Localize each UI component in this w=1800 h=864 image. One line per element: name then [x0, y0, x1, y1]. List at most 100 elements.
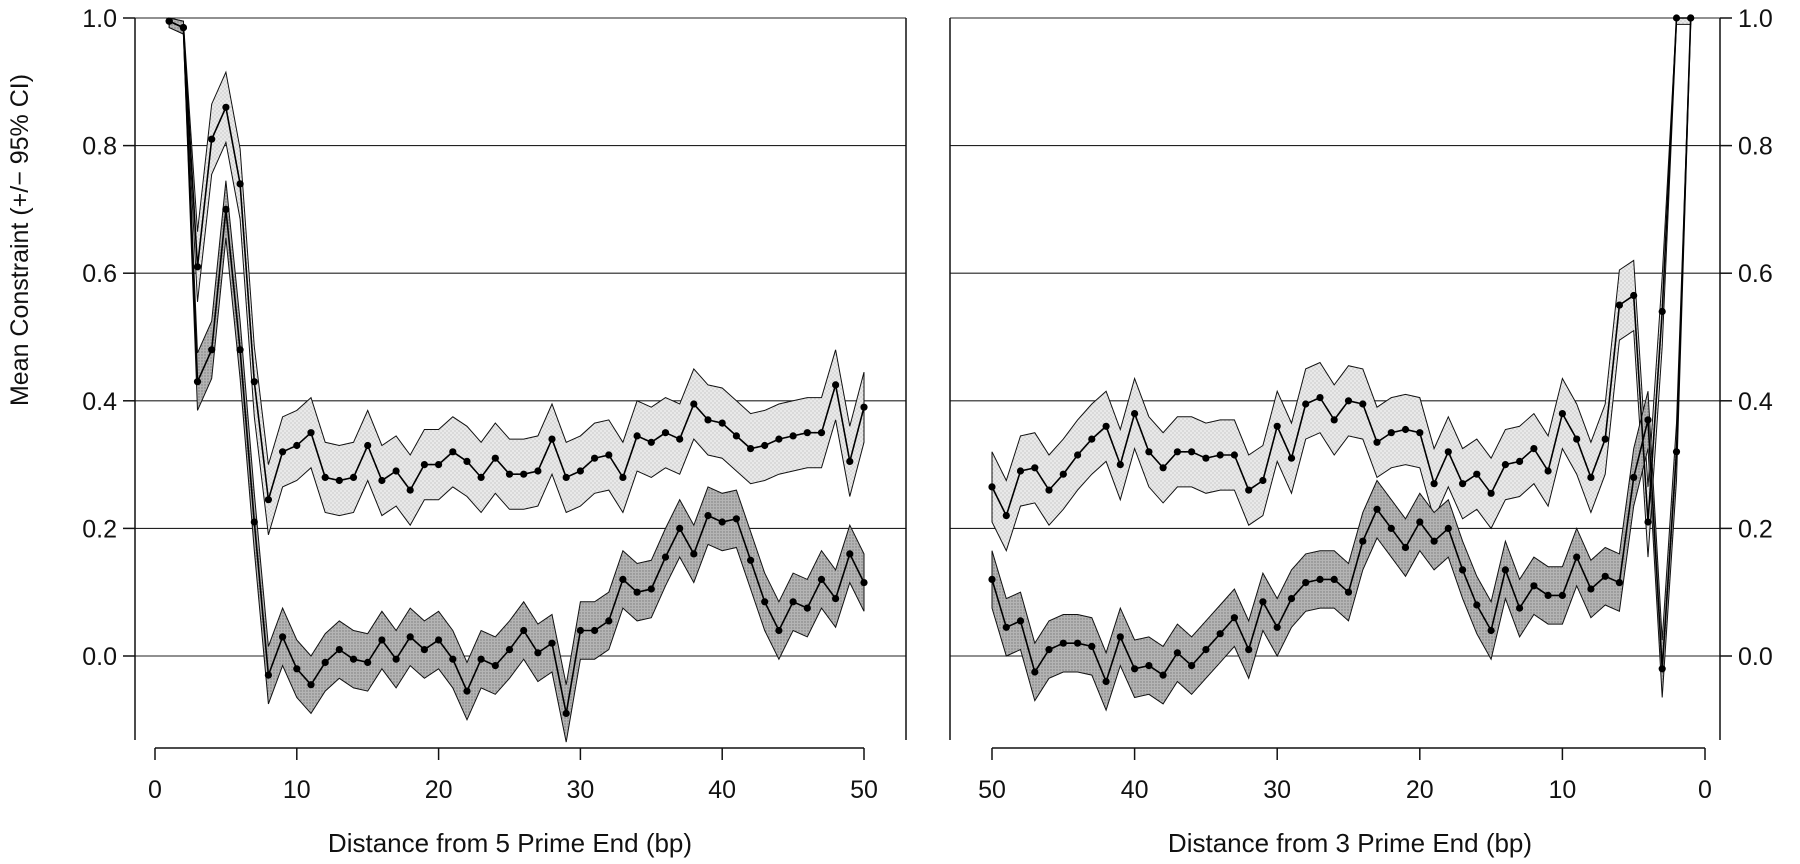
data-point	[591, 454, 599, 462]
data-point	[1316, 394, 1324, 402]
ci-band-upper-series	[991, 17, 1692, 558]
left-series-lines	[165, 17, 868, 718]
data-point	[1202, 454, 1210, 462]
data-point	[1302, 579, 1310, 587]
data-point	[1216, 451, 1224, 459]
data-point	[1658, 307, 1666, 316]
data-point	[193, 263, 202, 271]
data-point	[1173, 448, 1181, 456]
x-tick-label: 0	[148, 776, 162, 804]
data-point	[704, 416, 712, 424]
data-point	[860, 403, 868, 411]
data-point	[222, 205, 230, 213]
y-tick-label: 0.4	[82, 388, 117, 416]
data-point	[1544, 467, 1552, 475]
data-point	[1002, 511, 1010, 520]
data-point	[1530, 445, 1538, 453]
data-point	[988, 483, 996, 491]
data-point	[832, 595, 840, 603]
right-panel: 0.0 0.2 0.4 0.6 0.8 1.0 50 40 30 20 10 0 Distance …	[949, 5, 1773, 858]
data-point	[690, 400, 698, 408]
data-point	[1045, 486, 1053, 494]
data-point	[661, 553, 670, 561]
y-tick-label: 0.4	[1738, 388, 1773, 416]
right-y-ticks: 0.0 0.2 0.4 0.6 0.8 1.0	[1720, 5, 1773, 671]
data-point	[1145, 662, 1153, 670]
data-point	[1501, 461, 1509, 469]
y-tick-label: 0.8	[82, 133, 117, 161]
data-point	[349, 473, 358, 481]
data-point	[619, 575, 627, 584]
data-point	[633, 432, 641, 440]
left-x-ticks: 0 10 20 30 40 50	[148, 748, 878, 804]
data-point	[1273, 623, 1281, 631]
x-tick-label: 40	[1121, 776, 1149, 804]
data-point	[1074, 639, 1082, 647]
data-point	[1516, 457, 1524, 465]
data-point	[789, 432, 797, 440]
left-ci-bands	[168, 17, 865, 743]
data-point	[1501, 566, 1509, 574]
data-point	[732, 515, 741, 523]
data-point	[1401, 425, 1410, 434]
data-point	[1287, 454, 1296, 462]
data-point	[775, 626, 783, 635]
y-tick-label: 1.0	[1738, 5, 1773, 33]
data-point	[449, 448, 457, 456]
data-point	[647, 438, 655, 446]
data-point	[349, 655, 358, 663]
data-point	[307, 681, 315, 689]
data-point	[562, 473, 570, 481]
data-point	[619, 473, 627, 481]
data-point	[817, 575, 826, 584]
data-point	[676, 524, 684, 533]
data-point	[463, 457, 471, 465]
data-point	[747, 556, 755, 564]
x-tick-label: 10	[283, 776, 311, 804]
data-point	[775, 435, 783, 443]
data-point	[307, 429, 315, 437]
data-point	[364, 658, 372, 667]
data-point	[321, 473, 329, 481]
data-point	[1644, 518, 1652, 526]
x-tick-label: 10	[1548, 776, 1576, 804]
data-point	[1459, 480, 1467, 488]
x-tick-label: 20	[1406, 776, 1434, 804]
data-point	[420, 646, 428, 654]
data-point	[661, 429, 670, 437]
data-point	[534, 467, 542, 475]
ci-band-upper-series	[168, 17, 865, 535]
data-point	[250, 518, 258, 526]
data-point	[1344, 588, 1353, 596]
data-point	[1516, 604, 1524, 612]
data-point	[605, 451, 613, 459]
data-point	[1088, 642, 1096, 651]
data-point	[392, 655, 400, 663]
data-point	[1259, 598, 1267, 606]
data-point	[1188, 662, 1196, 670]
data-point	[279, 448, 287, 456]
data-point	[236, 180, 244, 188]
y-tick-label: 0.2	[82, 515, 117, 543]
data-point	[1401, 543, 1410, 552]
series-line-lower	[168, 20, 865, 714]
data-point	[1088, 435, 1096, 443]
data-point	[1031, 464, 1039, 472]
data-point	[1459, 566, 1467, 574]
data-point	[1630, 473, 1638, 481]
data-point	[1530, 582, 1538, 590]
data-point	[449, 655, 457, 663]
right-x-ticks: 50 40 30 20 10 0	[978, 748, 1712, 804]
data-point	[1002, 623, 1010, 631]
data-point	[1216, 630, 1224, 638]
data-point	[1074, 451, 1082, 459]
data-point	[208, 135, 216, 143]
data-point	[1344, 397, 1353, 405]
data-point	[1116, 461, 1124, 469]
data-point	[1316, 575, 1324, 584]
data-point	[208, 346, 216, 354]
data-point	[846, 457, 854, 465]
data-point	[1230, 614, 1238, 622]
data-point	[1672, 14, 1681, 22]
